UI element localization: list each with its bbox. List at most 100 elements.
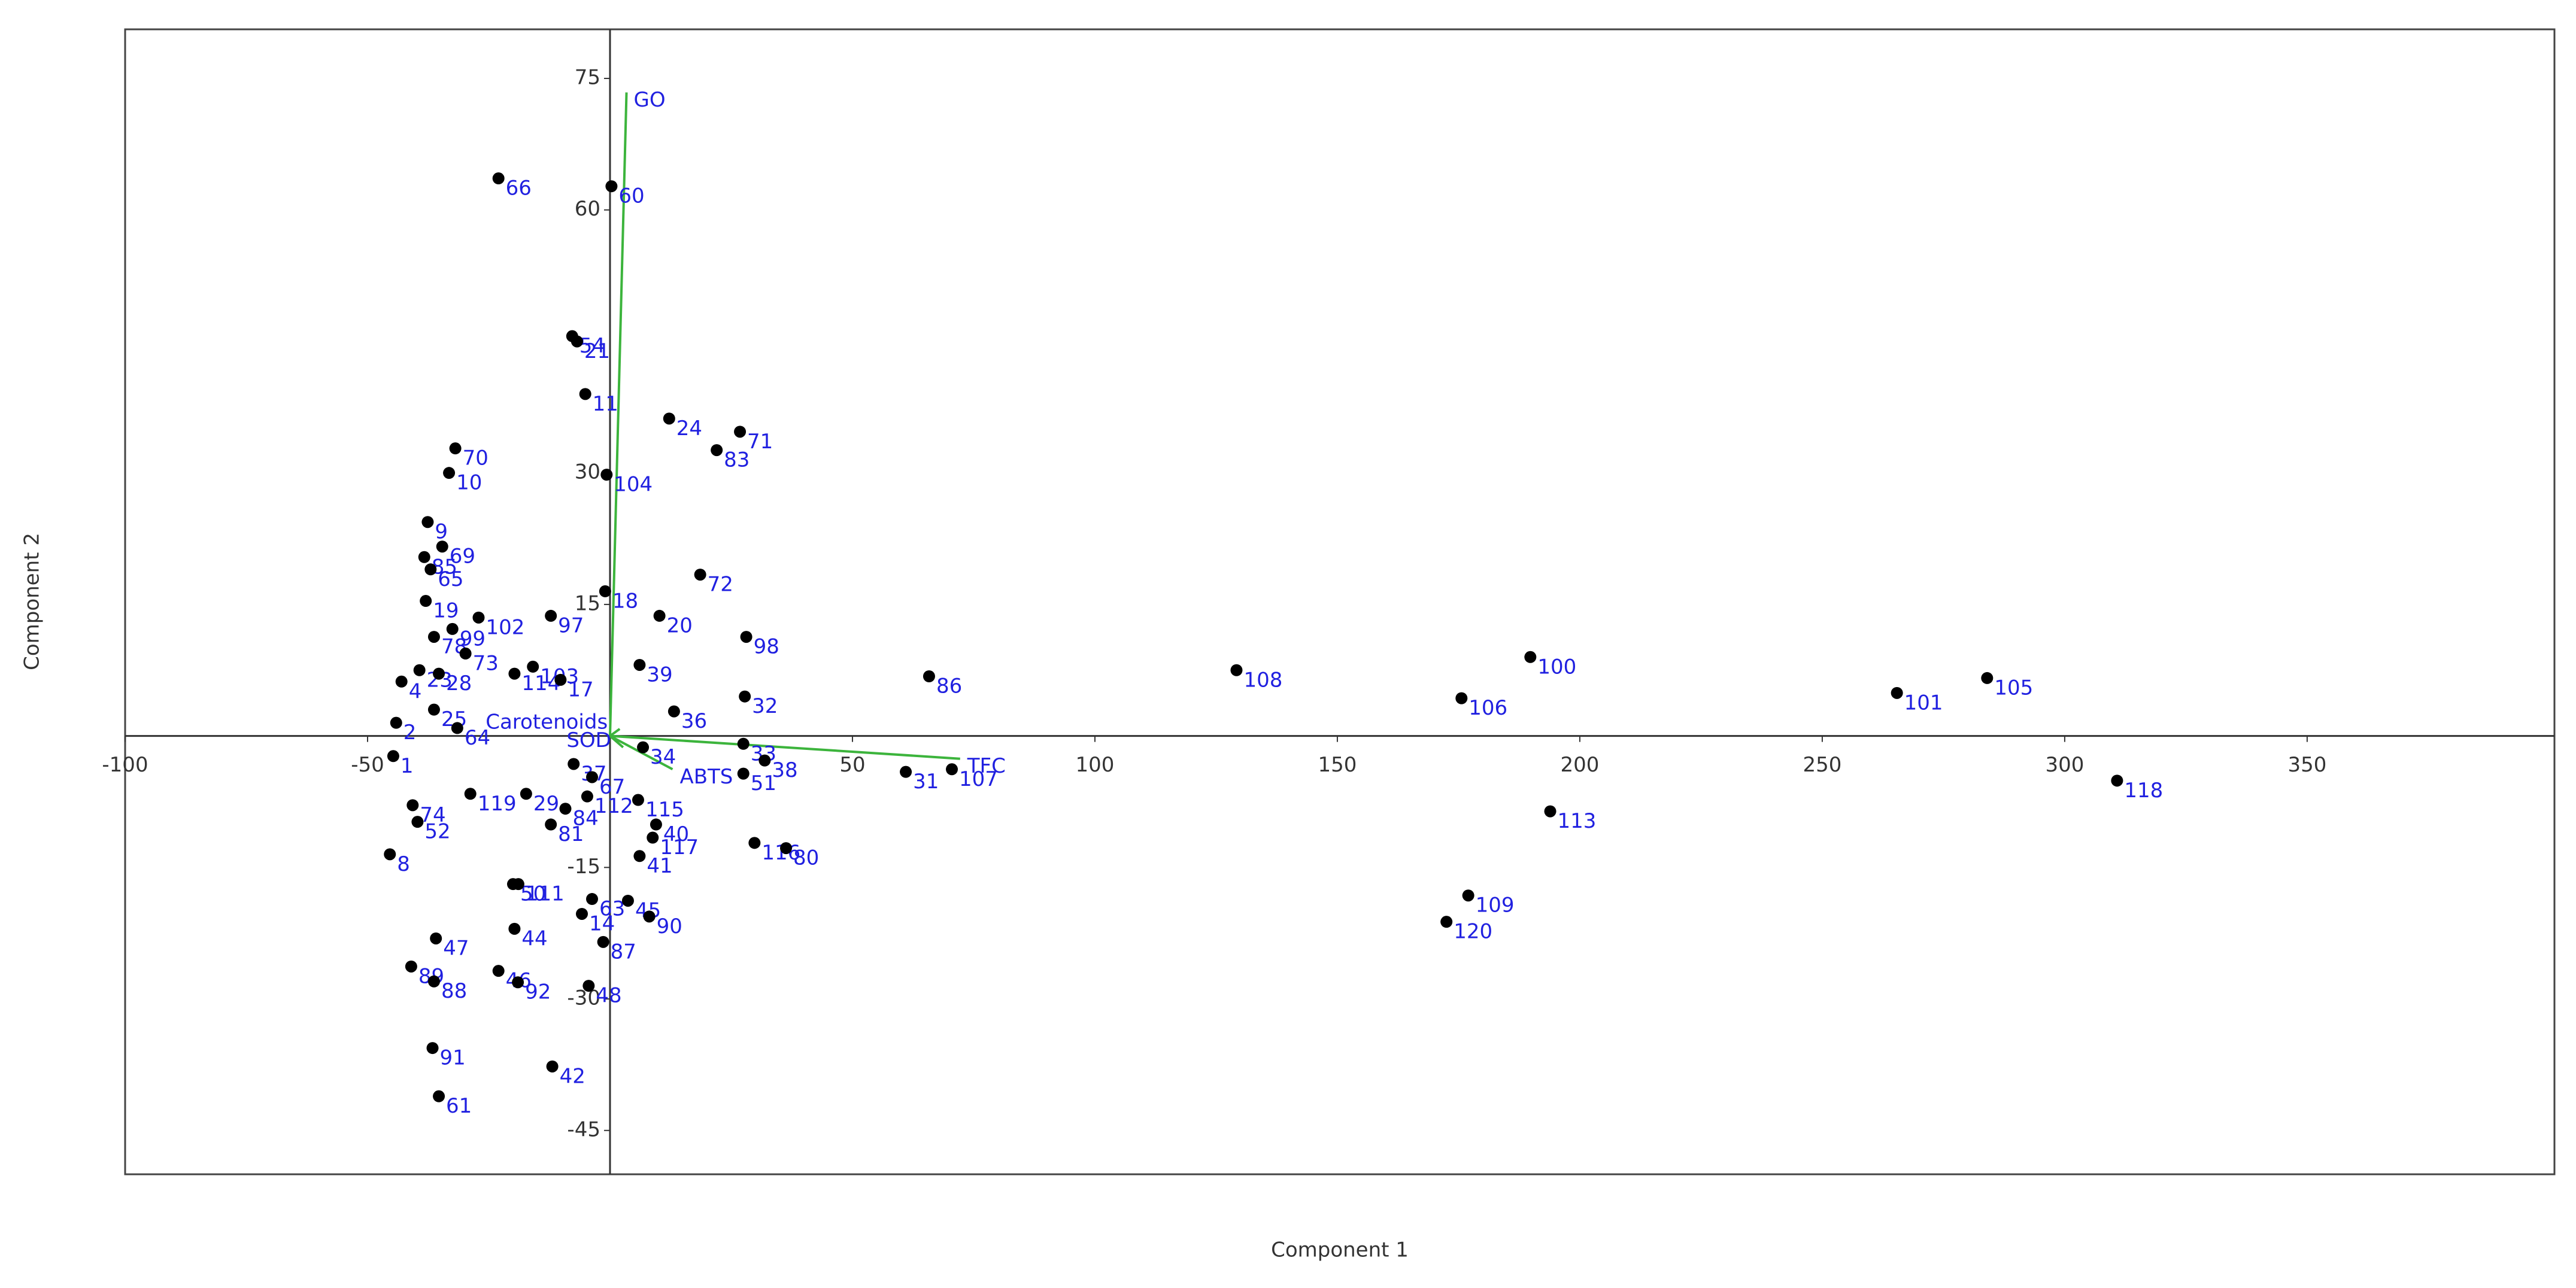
score-point — [599, 585, 611, 597]
point-label: 61 — [446, 1094, 472, 1118]
point-label: 51 — [751, 771, 776, 795]
point-label: 28 — [446, 672, 472, 695]
x-tick-label: -50 — [351, 753, 384, 777]
point-label: 84 — [572, 807, 598, 831]
point-label: 80 — [793, 846, 819, 870]
point-label: 97 — [558, 613, 584, 637]
point-label: 8 — [397, 852, 410, 876]
score-point — [387, 750, 399, 763]
score-point — [1462, 889, 1474, 902]
point-label: 41 — [647, 854, 672, 878]
score-point — [418, 551, 430, 563]
score-point — [554, 673, 567, 686]
score-point — [492, 172, 505, 185]
score-point — [582, 980, 595, 992]
score-point — [1440, 916, 1453, 928]
score-point — [512, 976, 524, 989]
score-point — [436, 540, 448, 553]
score-point — [413, 664, 426, 676]
score-point — [1891, 686, 1903, 699]
loading-label: ABTS — [679, 765, 733, 789]
x-tick-label: 300 — [2045, 753, 2084, 777]
point-label: 66 — [506, 177, 532, 201]
score-point — [923, 670, 935, 683]
x-tick-label: 200 — [1560, 753, 1599, 777]
y-tick-label: -15 — [567, 855, 600, 879]
point-label: 38 — [772, 758, 797, 782]
y-tick-label: 75 — [575, 66, 600, 90]
score-point — [621, 894, 634, 907]
score-point — [663, 412, 675, 425]
score-point — [545, 818, 557, 831]
point-label: 2 — [403, 721, 417, 745]
y-axis-label: Component 2 — [20, 533, 44, 670]
point-label: 64 — [465, 726, 490, 750]
score-point — [605, 180, 618, 193]
point-label: 67 — [599, 775, 625, 799]
score-point — [694, 569, 706, 581]
loading-label: TFC — [967, 754, 1006, 778]
point-label: 74 — [420, 803, 445, 827]
point-label: 17 — [568, 678, 593, 701]
point-label: 119 — [478, 792, 517, 816]
score-point — [411, 816, 424, 828]
point-label: 39 — [647, 663, 672, 686]
score-point — [571, 335, 583, 348]
loading-label: Carotenoids — [486, 710, 608, 734]
point-label: 115 — [645, 798, 684, 822]
loading-vector — [609, 734, 960, 760]
y-tick-label: 30 — [575, 460, 600, 484]
score-point — [568, 758, 580, 770]
point-label: 47 — [443, 936, 469, 960]
point-label: 101 — [1904, 691, 1943, 715]
point-label: 73 — [473, 651, 499, 675]
x-tick-label: -100 — [102, 753, 148, 777]
point-label: 99 — [460, 627, 486, 651]
score-point — [492, 965, 505, 977]
point-label: 36 — [681, 709, 707, 733]
score-point — [430, 932, 442, 944]
point-label: 102 — [486, 615, 524, 639]
point-label: 70 — [463, 446, 489, 470]
score-point — [433, 1090, 445, 1102]
point-label: 120 — [1454, 920, 1492, 944]
score-point — [647, 831, 659, 844]
score-point — [748, 837, 761, 849]
score-point — [633, 658, 646, 671]
point-label: 88 — [441, 979, 467, 1003]
point-label: 65 — [438, 567, 463, 591]
score-point — [632, 794, 644, 806]
point-label: 52 — [424, 820, 450, 844]
score-point — [1544, 805, 1556, 818]
point-label: 87 — [611, 940, 636, 964]
score-point — [446, 622, 459, 635]
score-point — [464, 788, 477, 800]
score-point — [586, 771, 599, 783]
score-point — [900, 765, 912, 778]
point-label: 9 — [435, 520, 448, 544]
point-label: 107 — [959, 767, 998, 791]
point-label: 34 — [650, 745, 676, 769]
score-point — [451, 722, 463, 734]
score-point — [421, 516, 434, 528]
score-point — [637, 741, 650, 754]
score-point — [653, 609, 666, 622]
point-label: 10 — [456, 471, 482, 495]
score-point — [545, 609, 557, 622]
score-point — [390, 716, 402, 729]
score-point — [667, 705, 680, 718]
point-label: 98 — [754, 635, 779, 659]
score-point — [711, 444, 723, 457]
y-tick-label: -45 — [567, 1117, 600, 1141]
point-label: 71 — [747, 430, 773, 454]
point-label: 40 — [663, 822, 689, 846]
point-label: 109 — [1476, 894, 1515, 918]
point-label: 14 — [589, 912, 615, 935]
score-point — [433, 667, 445, 680]
y-tick-label: 60 — [575, 197, 600, 221]
x-tick-label: 250 — [1803, 753, 1841, 777]
point-label: 18 — [612, 589, 638, 613]
score-point — [1230, 664, 1243, 676]
score-point — [449, 442, 462, 455]
x-tick-label: 100 — [1076, 753, 1115, 777]
